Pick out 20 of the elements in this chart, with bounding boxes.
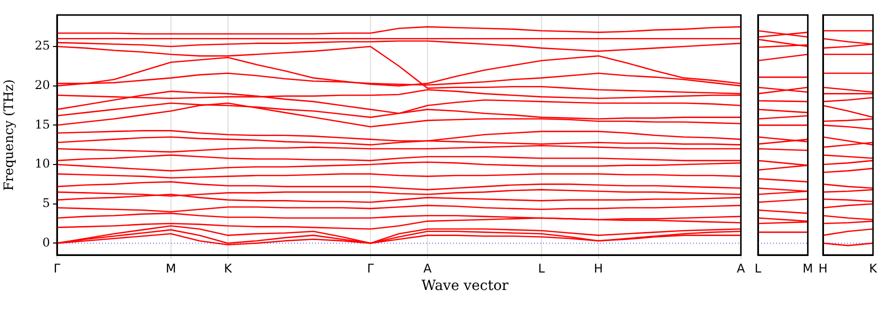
x-tick-label: H [818, 261, 828, 276]
x-tick-label: Γ [367, 261, 374, 276]
y-tick-label: 25 [34, 38, 50, 53]
x-tick-label: M [802, 261, 814, 276]
x-tick-label: A [423, 261, 432, 276]
x-tick-label: L [538, 261, 546, 276]
y-tick-label: 10 [34, 156, 50, 171]
y-tick-label: 5 [42, 196, 50, 210]
y-tick-label: 15 [34, 117, 50, 132]
x-tick-label: L [754, 261, 762, 276]
x-tick-label: M [166, 261, 176, 276]
x-tick-label: H [594, 261, 603, 276]
x-tick-label: A [736, 261, 746, 276]
x-tick-label: K [224, 261, 234, 276]
y-axis-title: Frequency (THz) [2, 79, 18, 191]
y-tick-label: 20 [34, 78, 50, 92]
x-tick-label: K [869, 261, 878, 276]
x-axis-title: Wave vector [420, 278, 510, 294]
x-tick-label: Γ [54, 261, 61, 276]
y-tick-label: 0 [42, 235, 50, 250]
